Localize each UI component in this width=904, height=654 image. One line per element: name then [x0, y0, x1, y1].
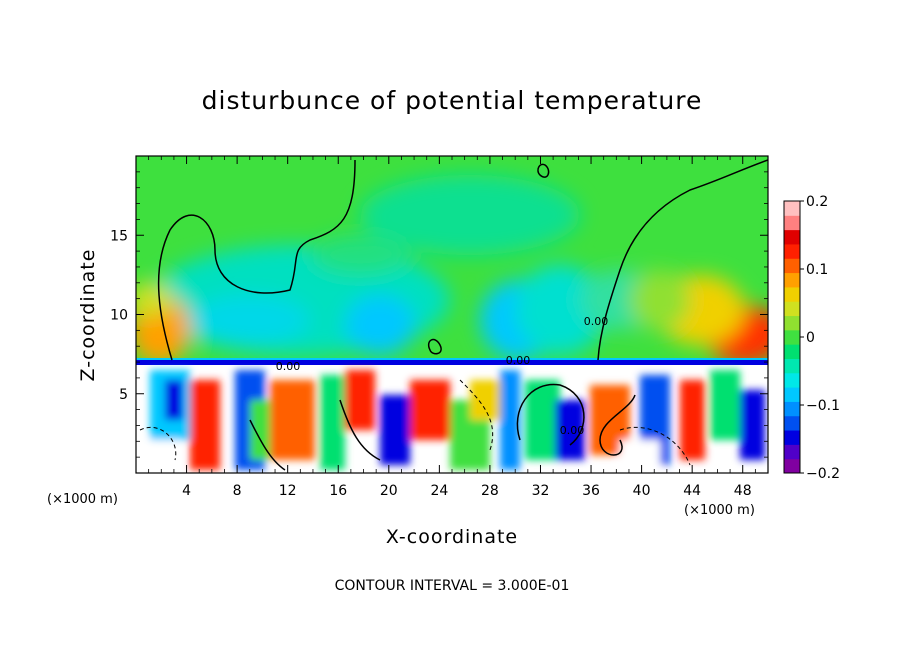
x-tick-label: 20 [380, 483, 398, 499]
x-tick-label: 40 [633, 483, 651, 499]
colorbar-swatch [784, 415, 800, 431]
colorbar-swatch [784, 444, 800, 460]
colorbar-tick-label: 0.2 [806, 194, 828, 210]
colorbar-swatch [784, 301, 800, 317]
contour-label: 0.00 [584, 315, 609, 328]
x-axis-label: X-coordinate [385, 526, 519, 548]
x-unit-label-left: (×1000 m) [47, 492, 118, 507]
colorbar-swatch [784, 315, 800, 331]
x-unit-label-right: (×1000 m) [684, 503, 755, 518]
colorbar-tick-label: 0 [806, 330, 815, 346]
x-tick-label: 8 [233, 483, 242, 499]
x-tick-label: 32 [532, 483, 550, 499]
y-tick-label: 5 [119, 387, 128, 403]
colorbar-swatch [784, 201, 800, 216]
chart-title: disturbunce of potential temperature [201, 86, 703, 115]
colorbar-swatch [784, 387, 800, 402]
heatmap-field [136, 156, 768, 473]
contour-lines-negative [139, 379, 691, 466]
contour-lines [157, 159, 768, 471]
colorbar-swatch [784, 286, 800, 302]
x-tick-label: 28 [481, 483, 499, 499]
contour-label: 0.00 [276, 360, 301, 373]
colorbar-swatch [784, 215, 800, 231]
colorbar-swatch [784, 243, 800, 259]
colorbar-swatch [784, 430, 800, 445]
x-tick-label: 12 [279, 483, 297, 499]
contour-interval-note: CONTOUR INTERVAL = 3.000E-01 [334, 578, 570, 594]
contour-label: 0.00 [560, 424, 585, 437]
colorbar-tick-label: −0.2 [806, 466, 840, 482]
colorbar-tick-label: −0.1 [806, 398, 840, 414]
x-tick-label: 36 [582, 483, 600, 499]
colorbar-tick-label: 0.1 [806, 262, 828, 278]
colorbar-swatch [784, 272, 800, 288]
colorbar-swatch [784, 458, 800, 474]
colorbar-swatch [784, 372, 800, 388]
colorbar-swatch [784, 358, 800, 374]
y-tick-label: 15 [110, 228, 128, 244]
x-tick-label: 44 [683, 483, 701, 499]
y-axis: 5 10 15 [110, 171, 768, 458]
y-tick-label: 10 [110, 308, 128, 324]
x-tick-label: 24 [430, 483, 448, 499]
colorbar: 0.2 0.1 0 −0.1 −0.2 [783, 194, 840, 482]
x-tick-label: 4 [182, 483, 191, 499]
x-tick-label: 16 [329, 483, 347, 499]
colorbar-swatch [784, 329, 800, 345]
colorbar-swatch [784, 258, 800, 274]
x-tick-label: 48 [734, 483, 752, 499]
colorbar-swatch [784, 401, 800, 417]
colorbar-swatch [784, 229, 800, 245]
contour-label: 0.00 [506, 354, 531, 367]
x-axis: 4 8 12 16 20 24 28 32 36 40 44 48 [148, 156, 756, 499]
colorbar-swatch [784, 344, 800, 359]
